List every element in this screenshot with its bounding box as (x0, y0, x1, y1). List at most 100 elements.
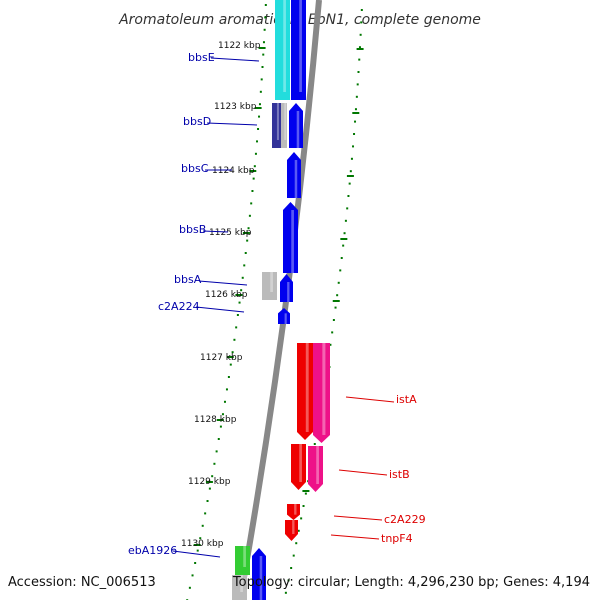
feature-pink-istB[interactable] (308, 446, 323, 492)
gene-label-bbsC[interactable]: bbsC (181, 162, 209, 175)
tick-dot (253, 165, 256, 168)
tick-dot (215, 450, 218, 453)
feature-blue-bbsB[interactable] (283, 202, 298, 273)
feature-blue-1[interactable] (291, 0, 306, 100)
feature-highlight (296, 111, 300, 148)
tick-dot (290, 567, 293, 569)
tick-dot (254, 152, 257, 155)
feature-blue-bbsC[interactable] (287, 152, 301, 198)
right-gene-labels: istA istB c2A229 tnpF4 (330, 393, 426, 545)
tick-dot (263, 28, 266, 31)
tick-dot (359, 33, 362, 36)
feature-grey-bottom[interactable] (232, 575, 247, 600)
tick-dot (196, 549, 199, 552)
major-tick (346, 175, 354, 177)
tick-dot (188, 586, 191, 589)
tick-dot (236, 314, 239, 316)
feature-blue-bbsA[interactable] (280, 274, 293, 302)
feature-highlight (259, 556, 263, 600)
tick-dot (257, 128, 260, 130)
tick-dot (194, 562, 197, 564)
tick-dot (208, 487, 211, 490)
feature-highlight (270, 272, 273, 292)
tick-dot (264, 16, 267, 19)
feature-blue-2[interactable] (289, 103, 303, 148)
major-tick (340, 238, 348, 240)
tick-dot (346, 207, 349, 210)
leader-line (172, 550, 221, 558)
gene-label-c2A224[interactable]: c2A224 (158, 300, 200, 313)
tick-dot (231, 351, 234, 354)
feature-green[interactable] (235, 546, 250, 575)
feature-highlight (283, 0, 286, 92)
gene-label-istB[interactable]: istB (389, 468, 410, 481)
leader-line (333, 515, 383, 521)
kbp-label: 1125 kbp (209, 228, 252, 238)
kbp-label: 1123 kbp (214, 102, 257, 112)
feature-pink-istA[interactable] (313, 343, 330, 443)
tick-dot (261, 66, 264, 68)
tick-dot (332, 319, 335, 321)
tick-dot (342, 244, 345, 247)
tick-dot (246, 239, 249, 242)
feature-red-tnpF4[interactable] (285, 520, 298, 541)
leader-line (202, 230, 229, 233)
gene-label-istA[interactable]: istA (396, 393, 417, 406)
tick-dot (247, 227, 250, 230)
leader-line (195, 306, 245, 313)
feature-red-istA[interactable] (297, 343, 313, 440)
tick-dot (252, 177, 255, 180)
gene-label-bbsD[interactable]: bbsD (183, 115, 211, 128)
feature-red-c2A229[interactable] (287, 504, 300, 520)
leader-line (330, 534, 380, 540)
kbp-label: 1128 kbp (194, 415, 237, 425)
major-tick (216, 419, 224, 421)
feature-blue-bottom[interactable] (252, 548, 266, 600)
tick-dot (354, 108, 357, 111)
major-tick (235, 294, 243, 296)
kbp-label: 1126 kbp (205, 290, 248, 300)
feature-cyan[interactable] (275, 0, 290, 100)
gene-label-tnpF4[interactable]: tnpF4 (381, 532, 413, 545)
tick-dot (258, 115, 261, 118)
tick-dot (233, 338, 236, 341)
feature-red-istB[interactable] (291, 444, 306, 490)
gene-label-ebA1926[interactable]: ebA1926 (128, 544, 177, 557)
tick-dot (201, 524, 204, 527)
feature-highlight (316, 446, 319, 484)
feature-navy[interactable] (272, 103, 281, 148)
feature-blue-c2A224[interactable] (278, 308, 290, 324)
gene-label-c2A229[interactable]: c2A229 (384, 513, 426, 526)
gene-label-bbsB[interactable]: bbsB (179, 223, 206, 236)
major-tick (226, 356, 234, 358)
left-gene-labels: bbsE bbsD bbsC bbsB bbsA c2A224 ebA1926 (128, 51, 260, 558)
tick-dot (347, 195, 350, 197)
tick-dot (334, 306, 337, 309)
gene-label-bbsA[interactable]: bbsA (174, 273, 202, 286)
feature-grey-bbsA[interactable] (262, 272, 277, 300)
feature-highlight (284, 103, 287, 140)
tick-dot (358, 46, 361, 49)
features-layer (232, 0, 330, 600)
tick-dot (256, 140, 259, 143)
tick-dot (337, 281, 340, 284)
major-tick (302, 490, 310, 492)
tick-dot (340, 257, 343, 259)
tick-dot (206, 500, 209, 502)
tick-dot (344, 219, 347, 222)
kbp-label: 1122 kbp (218, 41, 261, 51)
major-tick (258, 47, 266, 49)
feature-grey-small[interactable] (281, 103, 287, 148)
major-tick (254, 107, 262, 109)
tick-dot (223, 400, 226, 403)
tick-dot (199, 537, 202, 540)
tick-dot (240, 289, 243, 292)
accession-text: Accession: NC_006513 (8, 575, 156, 590)
tick-dot (355, 95, 358, 98)
feature-highlight (292, 520, 295, 534)
gene-label-bbsE[interactable]: bbsE (188, 51, 215, 64)
inner-tick-track (186, 4, 267, 600)
tick-dot (238, 301, 241, 304)
feature-highlight (305, 343, 309, 432)
kbp-label: 1127 kbp (200, 353, 243, 363)
